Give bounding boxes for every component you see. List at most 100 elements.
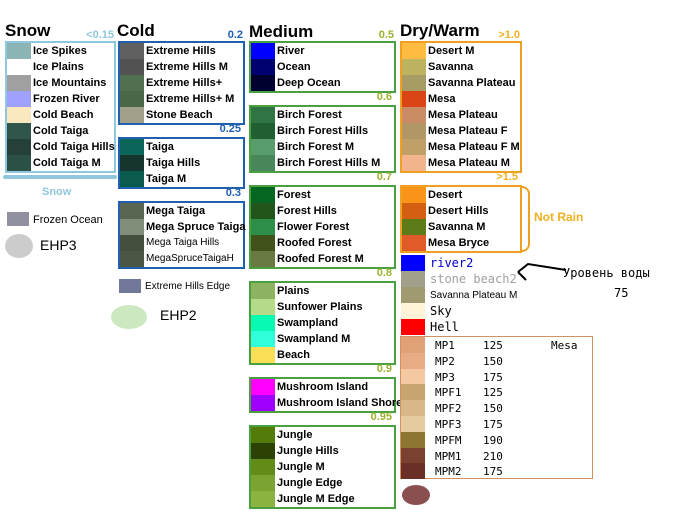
biome-swatch (120, 251, 144, 267)
biome-row: Swampland (251, 315, 394, 331)
temp-label: 0.7 (376, 171, 392, 183)
mesa-value: 175 (483, 418, 503, 431)
extra-swatch (7, 212, 29, 226)
biome-row: Flower Forest (251, 219, 394, 235)
biome-group: Forest Forest Hills Flower Forest Roofed Fo… (249, 185, 396, 269)
biome-name: River (277, 45, 305, 57)
biome-group: River Ocean Deep Ocean (249, 41, 396, 93)
mesa-swatch (401, 463, 425, 480)
mesa-swatch (401, 368, 425, 385)
ehp2-label: EHP2 (160, 307, 197, 323)
biome-name: Deep Ocean (277, 77, 341, 89)
biome-name: Cold Taiga (33, 125, 89, 137)
biome-row: Ice Mountains (7, 75, 114, 91)
biome-swatch (402, 203, 426, 219)
special-name: river2 (430, 256, 474, 270)
mesa-value: 190 (483, 433, 503, 447)
mesa-value: 210 (483, 449, 503, 463)
biome-swatch (7, 59, 31, 75)
special-swatch (401, 255, 425, 271)
biome-swatch (251, 475, 275, 491)
biome-swatch (251, 427, 275, 443)
extra-name: Extreme Hills Edge (145, 281, 231, 292)
biome-swatch (251, 379, 275, 395)
biome-row: Mesa Plateau M (402, 155, 520, 171)
mesa-swatch (401, 447, 425, 464)
biome-name: Birch Forest M (277, 141, 355, 153)
biome-swatch (7, 155, 31, 171)
biome-name: Taiga Hills (146, 157, 201, 169)
biome-swatch (120, 203, 144, 219)
snow-underline (3, 175, 117, 179)
biome-name: Swampland M (277, 333, 351, 345)
biome-swatch (402, 139, 426, 155)
biome-name: Cold Taiga Hills (33, 141, 115, 153)
biome-row: MegaSpruceTaigaH (120, 251, 243, 267)
biome-swatch (251, 395, 275, 411)
biome-row: Deep Ocean (251, 75, 394, 91)
biome-row: Ocean (251, 59, 394, 75)
snow-panel: Ice Spikes Ice Plains Ice Mountains Frozen … (5, 41, 116, 173)
biome-name: Mesa Plateau F (428, 125, 508, 137)
biome-row: Cold Taiga M (7, 155, 114, 171)
biome-swatch (7, 75, 31, 91)
biome-name: Savanna (428, 61, 474, 73)
biome-group: Desert Desert Hills Savanna M Mesa Bryce (400, 185, 522, 253)
biome-group: Extreme Hills Extreme Hills M Extreme Hill… (118, 41, 245, 125)
biome-row: Extreme Hills+ M (120, 91, 243, 107)
not-rain-bracket (522, 186, 530, 252)
biome-swatch (402, 91, 426, 107)
mesa-swatch (401, 400, 425, 417)
biome-row: Mega Spruce Taiga (120, 219, 246, 235)
biome-name: Mushroom Island (277, 381, 369, 393)
special-swatch (401, 287, 425, 303)
not-rain-label: Not Rain (534, 210, 584, 224)
biome-row: Birch Forest Hills (251, 123, 394, 139)
biome-row: Mesa Plateau F (402, 123, 520, 139)
snow-temp: <0.15 (86, 29, 114, 41)
biome-name: Plains (277, 285, 310, 297)
biome-swatch (251, 251, 275, 267)
temp-label: 0.3 (225, 187, 241, 199)
biome-name: Cold Beach (33, 109, 94, 121)
special-swatch (401, 303, 425, 319)
biome-swatch (7, 139, 31, 155)
biome-group: Jungle Jungle Hills Jungle M Jungle Edge Jun… (249, 425, 396, 509)
biome-row: Mesa (402, 91, 520, 107)
biome-swatch (7, 123, 31, 139)
biome-swatch (251, 139, 275, 155)
biome-name: Mesa Plateau M (428, 157, 510, 169)
biome-name: Desert M (428, 45, 475, 57)
biome-swatch (402, 219, 426, 235)
biome-swatch (402, 59, 426, 75)
biome-row: Roofed Forest (251, 235, 394, 251)
mesa-code: MPF2 (435, 402, 462, 416)
biome-swatch (251, 459, 275, 475)
biome-swatch (251, 59, 275, 75)
biome-row: Jungle M Edge (251, 491, 394, 507)
biome-row: Mushroom Island Shore (251, 395, 402, 411)
biome-row: Jungle (251, 427, 394, 443)
temp-label: >1.0 (498, 29, 520, 41)
biome-row: Jungle Edge (251, 475, 394, 491)
biome-row: Cold Taiga (7, 123, 114, 139)
biome-row: Cold Taiga Hills (7, 139, 115, 155)
biome-name: Sunfower Plains (277, 301, 363, 313)
temp-label: 0.8 (376, 267, 392, 279)
biome-swatch (251, 283, 275, 299)
biome-swatch (251, 299, 275, 315)
biome-name: Mega Spruce Taiga (146, 221, 246, 233)
biome-name: Forest (277, 189, 311, 201)
biome-row: Extreme Hills (120, 43, 243, 59)
biome-swatch (7, 91, 31, 107)
biome-name: MegaSpruceTaigaH (146, 253, 234, 264)
biome-name: Mega Taiga (146, 205, 206, 217)
biome-row: Ice Spikes (7, 43, 114, 59)
biome-swatch (120, 139, 144, 155)
mesa-blob (402, 485, 430, 505)
special-name: Sky (430, 304, 452, 318)
biome-name: Extreme Hills M (146, 61, 228, 73)
biome-name: Extreme Hills+ (146, 77, 223, 89)
mesa-code: MPF3 (435, 418, 462, 431)
dry-heading: Dry/Warm (400, 21, 480, 40)
